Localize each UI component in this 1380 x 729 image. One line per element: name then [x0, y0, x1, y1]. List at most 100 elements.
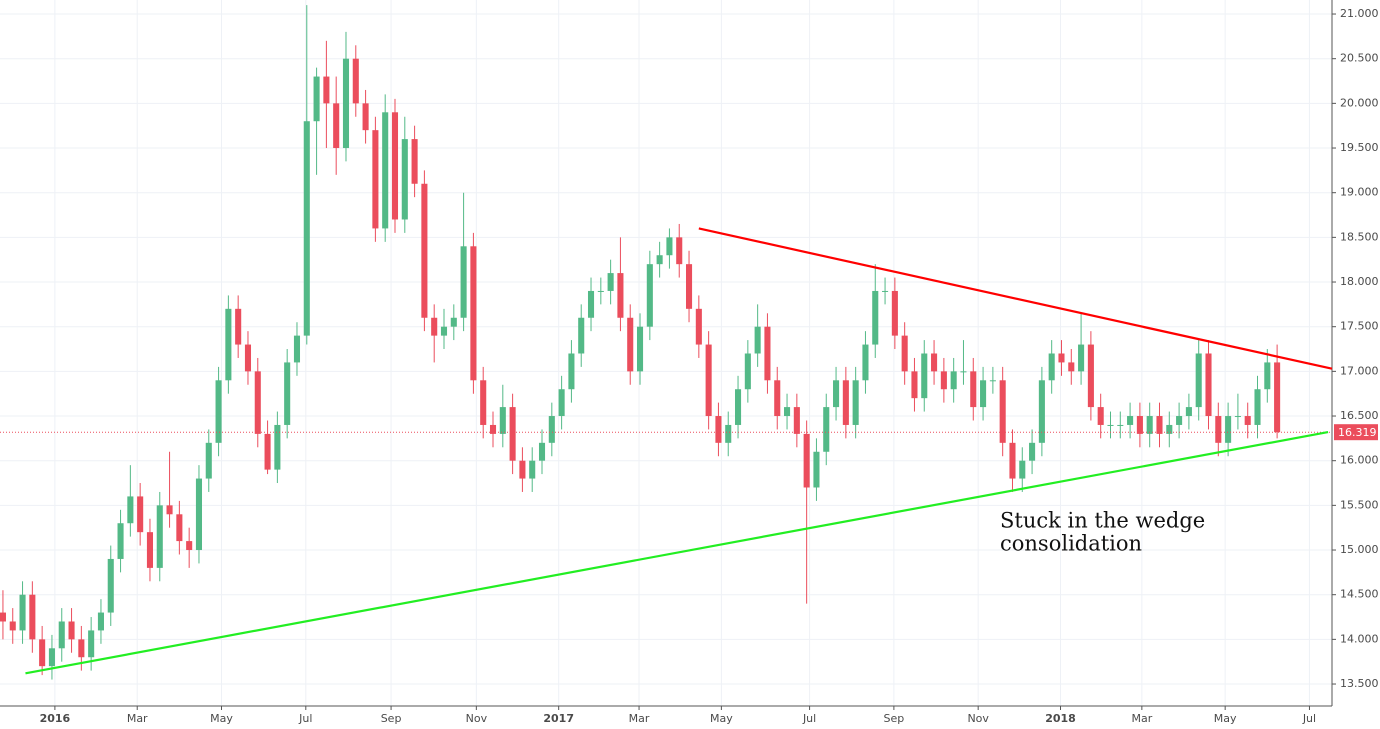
candle: [146, 518, 153, 582]
candle: [29, 581, 36, 653]
candle-body: [440, 326, 448, 336]
candle-body: [597, 290, 604, 292]
candle-body: [872, 290, 879, 345]
candle: [411, 125, 418, 198]
candle: [323, 40, 330, 149]
trend-line: [25, 431, 1329, 675]
candle: [1274, 344, 1281, 439]
candle: [1019, 447, 1026, 492]
candle-body: [146, 532, 153, 568]
candle: [137, 483, 144, 546]
candle: [666, 228, 673, 269]
candle: [1156, 402, 1163, 448]
candle: [1244, 402, 1251, 439]
candle: [372, 116, 379, 242]
candle: [872, 264, 879, 358]
candle-body: [137, 496, 144, 533]
x-tick-label: 2017: [543, 712, 574, 725]
candle-body: [529, 460, 536, 479]
candle-body: [1274, 362, 1281, 433]
candle-body: [1244, 416, 1251, 425]
candle-body: [587, 290, 595, 318]
candle: [421, 170, 428, 332]
candle: [391, 98, 399, 233]
candle: [166, 451, 173, 528]
candle: [450, 304, 457, 341]
candle-body: [303, 121, 310, 336]
candle: [970, 357, 977, 421]
candle: [636, 313, 644, 385]
candle: [1146, 402, 1153, 448]
candle-body: [156, 505, 163, 568]
candle: [333, 76, 340, 175]
candle-body: [127, 496, 134, 524]
candle: [1215, 402, 1222, 457]
candle-body: [705, 344, 712, 417]
candle: [284, 349, 291, 439]
y-tick-label: 18.500: [1340, 230, 1379, 243]
candle: [793, 393, 800, 448]
candle: [382, 94, 389, 242]
candle: [195, 465, 203, 564]
candle-body: [1107, 424, 1114, 426]
candle: [617, 237, 624, 332]
candle-body: [1185, 407, 1192, 417]
candle-body: [784, 407, 791, 417]
candle: [803, 420, 810, 604]
candle-body: [1254, 389, 1261, 425]
candle-body: [656, 255, 663, 265]
candle-body: [519, 460, 526, 479]
candle-body: [460, 246, 467, 318]
candle-body: [1029, 442, 1036, 461]
candle: [607, 259, 614, 305]
candle-body: [1166, 424, 1173, 434]
candle: [901, 322, 908, 385]
candle-body: [107, 558, 114, 613]
candle-body: [852, 380, 859, 425]
candle-body: [1009, 442, 1016, 479]
candle: [1127, 402, 1134, 439]
candle-body: [950, 371, 957, 390]
candle: [352, 45, 359, 117]
x-tick-label: Sep: [381, 712, 402, 725]
candle: [1048, 340, 1055, 394]
candle-body: [735, 389, 742, 425]
candle-body: [931, 353, 938, 372]
candle-body: [1048, 353, 1055, 381]
candle-body: [970, 371, 977, 408]
candle-body: [1127, 416, 1134, 425]
candle-body: [362, 103, 369, 131]
candle-body: [499, 407, 506, 434]
candle: [176, 500, 183, 555]
candle-body: [989, 380, 996, 382]
candle-body: [78, 639, 85, 658]
y-tick-label: 20.500: [1340, 52, 1379, 65]
x-tick-label: Mar: [629, 712, 650, 725]
x-tick-label: Mar: [127, 712, 148, 725]
candle-body: [1156, 416, 1163, 434]
candle: [107, 545, 114, 626]
candle: [538, 429, 546, 475]
candle: [97, 599, 104, 644]
candle-body: [0, 612, 6, 622]
candle-body: [607, 273, 614, 291]
candle: [1254, 375, 1261, 439]
candle: [931, 340, 938, 385]
candle: [235, 295, 242, 358]
candle-body: [578, 317, 585, 354]
candle-body: [1225, 416, 1232, 443]
candle: [587, 277, 595, 332]
candle-body: [1097, 407, 1104, 425]
candle-body: [372, 130, 379, 229]
candle: [754, 304, 761, 367]
candle-body: [254, 371, 261, 434]
candle: [1117, 411, 1124, 439]
candle-body: [29, 594, 36, 640]
candle-body: [695, 308, 702, 345]
candle-body: [1068, 362, 1075, 372]
candle: [627, 304, 634, 385]
candle: [940, 357, 947, 403]
candle-body: [568, 353, 575, 390]
candle: [695, 295, 702, 358]
candle: [921, 340, 928, 412]
